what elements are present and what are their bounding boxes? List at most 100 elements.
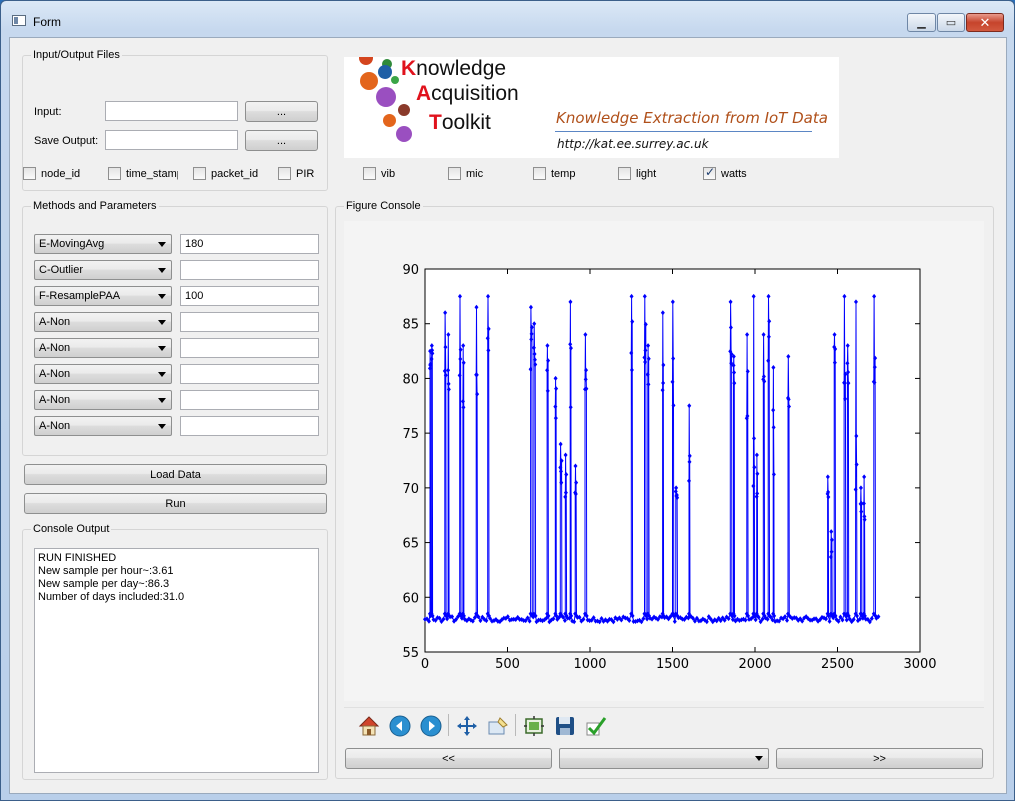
console-output-group-title: Console Output — [31, 523, 112, 535]
method-parameter-field[interactable] — [180, 312, 319, 332]
method-parameter-field[interactable]: 180 — [180, 234, 319, 254]
checkbox-vib[interactable]: vib — [363, 167, 423, 180]
back-arrow-icon — [389, 715, 411, 737]
checkbox-packet-id[interactable]: packet_id — [193, 167, 273, 180]
data-point — [533, 613, 538, 619]
data-point — [754, 611, 759, 617]
data-point — [678, 615, 683, 621]
checkbox-node-id[interactable]: node_id — [23, 167, 103, 180]
input-file-field[interactable] — [105, 101, 238, 121]
figure-canvas[interactable]: 0 500 1000 1500 2000 2500 3000 55 60 65 70 75 80 85 90 — [344, 221, 984, 701]
method-parameter-field[interactable] — [180, 416, 319, 436]
next-button[interactable]: >> — [776, 748, 983, 769]
console-output-text[interactable]: RUN FINISHED New sample per hour~:3.61 N… — [34, 548, 319, 773]
method-select[interactable]: A-Non — [34, 390, 172, 410]
window-icon — [12, 15, 26, 26]
save-figure-button[interactable] — [552, 713, 578, 739]
method-parameter-field[interactable] — [180, 260, 319, 280]
run-button[interactable]: Run — [24, 493, 327, 514]
data-point — [584, 386, 589, 392]
data-point — [584, 613, 589, 619]
data-point — [696, 618, 701, 624]
data-point — [873, 355, 878, 361]
checkbox-mic[interactable]: mic — [448, 167, 508, 180]
method-select[interactable]: C-Outlier — [34, 260, 172, 280]
data-point — [452, 618, 457, 624]
data-point — [619, 617, 624, 623]
data-point — [874, 615, 879, 621]
minimize-button[interactable]: ▁ — [907, 13, 936, 32]
data-point — [737, 618, 742, 624]
zoom-button[interactable] — [485, 713, 511, 739]
title-bar[interactable]: Form ▁ ▭ ✕ — [1, 1, 1014, 32]
data-point — [804, 614, 809, 620]
data-point — [766, 293, 771, 299]
checkbox-box[interactable] — [23, 167, 36, 180]
method-select[interactable]: A-Non — [34, 338, 172, 358]
checkbox-box[interactable] — [363, 167, 376, 180]
checkbox-time-stamp[interactable]: time_stamp — [108, 167, 178, 180]
data-point — [554, 386, 559, 392]
data-point — [568, 345, 573, 351]
checkbox-box[interactable] — [278, 167, 291, 180]
data-point — [731, 362, 736, 368]
back-button[interactable] — [387, 713, 413, 739]
method-select[interactable]: A-Non — [34, 312, 172, 332]
checkbox-pir[interactable]: PIR — [278, 167, 338, 180]
checkbox-box[interactable] — [108, 167, 121, 180]
checkbox-label: temp — [551, 167, 576, 180]
subplots-config-button[interactable] — [521, 713, 547, 739]
edit-parameters-button[interactable] — [583, 713, 609, 739]
data-point — [783, 614, 788, 620]
home-icon — [358, 716, 380, 736]
line-chart[interactable]: 0 500 1000 1500 2000 2500 3000 55 60 65 70 75 80 85 90 — [344, 221, 984, 701]
method-parameter-field[interactable] — [180, 364, 319, 384]
check-icon — [586, 717, 607, 736]
logo-bubble — [383, 114, 396, 127]
figure-select-dropdown[interactable] — [559, 748, 769, 769]
checkbox-watts[interactable]: watts — [703, 167, 763, 180]
data-point — [860, 615, 865, 621]
logo-bubble — [378, 65, 392, 79]
logo-word-acquisition: Acquisition — [416, 82, 519, 106]
x-tick-label: 0 — [421, 657, 429, 672]
method-parameter-field[interactable]: 100 — [180, 286, 319, 306]
data-point — [861, 500, 866, 506]
method-select[interactable]: E-MovingAvg — [34, 234, 172, 254]
pan-button[interactable] — [454, 713, 480, 739]
close-button[interactable]: ✕ — [966, 13, 1004, 32]
data-point — [755, 471, 760, 477]
data-point — [429, 611, 434, 617]
load-data-button[interactable]: Load Data — [24, 464, 327, 485]
method-select[interactable]: A-Non — [34, 416, 172, 436]
data-point — [427, 365, 432, 371]
checkbox-label: packet_id — [211, 167, 259, 180]
method-parameter-field[interactable] — [180, 338, 319, 358]
data-point — [488, 615, 493, 621]
method-select[interactable]: A-Non — [34, 364, 172, 384]
save-output-browse-button[interactable]: ... — [245, 130, 318, 151]
method-select[interactable]: F-ResamplePAA — [34, 286, 172, 306]
checkbox-temp[interactable]: temp — [533, 167, 593, 180]
home-button[interactable] — [356, 713, 382, 739]
data-point — [876, 614, 881, 620]
data-point — [643, 359, 648, 365]
forward-button[interactable] — [418, 713, 444, 739]
save-output-field[interactable] — [105, 130, 238, 150]
checkbox-light[interactable]: light — [618, 167, 678, 180]
previous-button[interactable]: << — [345, 748, 552, 769]
checkbox-box[interactable] — [193, 167, 206, 180]
checkbox-box[interactable] — [618, 167, 631, 180]
checkbox-box[interactable] — [448, 167, 461, 180]
data-point — [729, 360, 734, 366]
data-point — [754, 452, 759, 458]
data-point — [511, 616, 516, 622]
y-tick-label: 60 — [402, 591, 419, 606]
input-browse-button[interactable]: ... — [245, 101, 318, 122]
maximize-button[interactable]: ▭ — [937, 13, 965, 32]
checkbox-box[interactable] — [703, 167, 716, 180]
data-point — [670, 299, 675, 305]
data-point — [833, 346, 838, 352]
method-parameter-field[interactable] — [180, 390, 319, 410]
checkbox-box[interactable] — [533, 167, 546, 180]
